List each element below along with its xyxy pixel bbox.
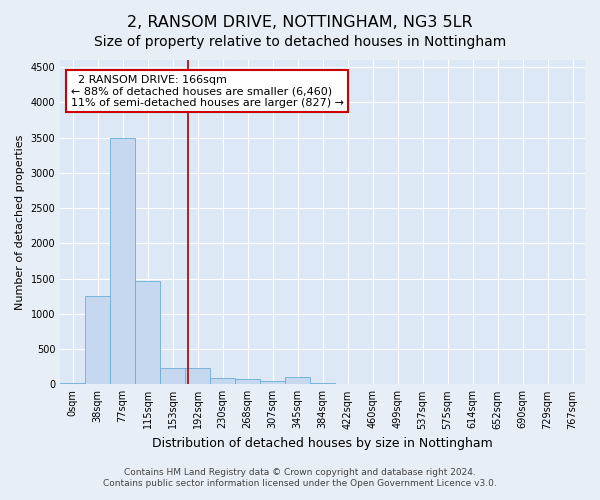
Text: 2, RANSOM DRIVE, NOTTINGHAM, NG3 5LR: 2, RANSOM DRIVE, NOTTINGHAM, NG3 5LR: [127, 15, 473, 30]
Bar: [210, 378, 235, 384]
Bar: [160, 368, 185, 384]
Text: Contains HM Land Registry data © Crown copyright and database right 2024.
Contai: Contains HM Land Registry data © Crown c…: [103, 468, 497, 487]
Bar: [235, 380, 260, 384]
Bar: [185, 368, 210, 384]
Bar: [60, 383, 85, 384]
Bar: [260, 381, 285, 384]
Bar: [110, 138, 135, 384]
Text: Size of property relative to detached houses in Nottingham: Size of property relative to detached ho…: [94, 35, 506, 49]
Y-axis label: Number of detached properties: Number of detached properties: [15, 134, 25, 310]
Bar: [285, 378, 310, 384]
X-axis label: Distribution of detached houses by size in Nottingham: Distribution of detached houses by size …: [152, 437, 493, 450]
Bar: [310, 383, 335, 384]
Text: 2 RANSOM DRIVE: 166sqm
← 88% of detached houses are smaller (6,460)
11% of semi-: 2 RANSOM DRIVE: 166sqm ← 88% of detached…: [71, 74, 344, 108]
Bar: [85, 296, 110, 384]
Bar: [135, 280, 160, 384]
